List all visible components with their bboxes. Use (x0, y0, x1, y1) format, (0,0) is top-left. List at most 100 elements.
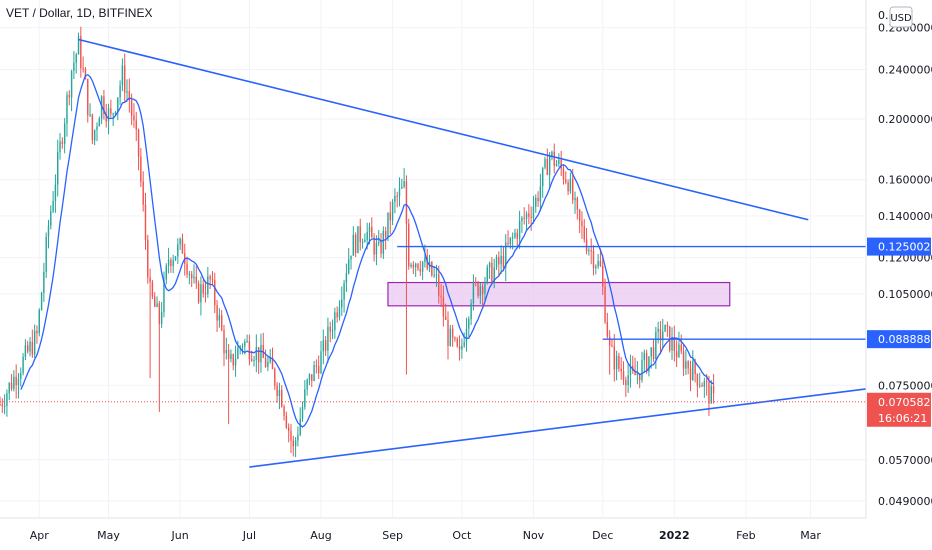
x-tick-label: Oct (452, 529, 472, 542)
candle-body (655, 331, 657, 359)
candle-body (641, 360, 643, 381)
candle-body (470, 303, 472, 320)
candle-body (156, 303, 158, 307)
price-axis[interactable] (866, 0, 932, 518)
candle-body (384, 231, 387, 237)
candle-body (444, 316, 447, 320)
trendline[interactable] (78, 38, 809, 221)
candle-body (465, 328, 468, 343)
candle-body (149, 277, 151, 283)
candle-body (477, 282, 479, 296)
y-tick-label: 0.04900000 (878, 495, 932, 508)
candle-body (225, 349, 228, 354)
level-label-lower-bg (867, 330, 931, 349)
candle-body (105, 113, 107, 122)
candle-body (394, 195, 396, 202)
candle-body (516, 232, 519, 239)
candle-body (391, 201, 394, 221)
candle-body (705, 381, 708, 383)
candle-body (678, 344, 680, 357)
candle-body (398, 188, 401, 197)
candle-body (40, 292, 43, 311)
candle-body (618, 355, 620, 369)
candle-body (33, 330, 36, 355)
candle-body (324, 340, 327, 351)
candle-body (347, 259, 350, 274)
currency-button[interactable]: USD (889, 6, 913, 28)
candle-body (701, 385, 703, 387)
candle-body (689, 368, 692, 380)
candle-body (135, 120, 137, 130)
candle-body (629, 365, 632, 376)
candle-body (98, 118, 101, 127)
candle-body (410, 264, 412, 267)
candle-body (96, 126, 98, 131)
candle-body (373, 237, 375, 255)
candle-body (565, 179, 567, 183)
candle-body (283, 406, 285, 417)
candle-body (710, 386, 712, 404)
x-tick-label: Nov (523, 529, 545, 542)
candle-body (248, 341, 251, 360)
y-tick-label: 0.14000000 (878, 210, 932, 223)
candle-body (378, 241, 380, 244)
candle-body (359, 226, 361, 243)
candle-body (558, 159, 560, 164)
candle-body (269, 357, 271, 362)
trendline[interactable] (249, 388, 867, 468)
candle-body (246, 341, 248, 343)
candle-body (463, 342, 465, 346)
y-tick-label: 0.07500000 (878, 379, 932, 392)
candle-body (389, 212, 391, 221)
x-tick-label: Apr (30, 529, 50, 542)
candle-body (126, 91, 128, 93)
candle-body (548, 155, 551, 175)
candle-body (675, 351, 678, 357)
candle-body (320, 351, 322, 374)
candle-body (687, 361, 689, 369)
candle-body (343, 283, 345, 300)
candle-body (634, 370, 636, 376)
candle-body (502, 255, 505, 268)
candle-body (237, 347, 239, 359)
candle-body (91, 114, 94, 141)
candle-body (336, 312, 338, 318)
candle-body (518, 221, 521, 239)
candle-body (334, 312, 336, 331)
candle-body (202, 284, 204, 294)
candle-body (680, 344, 682, 352)
candle-body (45, 236, 47, 272)
candle-body (54, 184, 57, 201)
candle-body (703, 381, 706, 387)
candle-body (47, 225, 50, 237)
x-tick-label: May (97, 529, 120, 542)
x-tick-label: Feb (736, 529, 755, 542)
candle-body (472, 281, 475, 304)
candle-body (338, 307, 341, 318)
level-label-upper-bg (867, 237, 931, 256)
y-tick-label: 0.16000000 (878, 174, 932, 187)
candle-body (163, 279, 165, 312)
candle-body (68, 94, 70, 98)
candle-body (438, 274, 440, 296)
y-tick-label: 0.20000000 (878, 113, 932, 126)
candle-body (371, 226, 373, 238)
time-axis[interactable]: Apr May Jun Jul Aug Sep Oct Nov Dec 2022 Feb Mar (30, 529, 822, 542)
candle-body (274, 369, 276, 386)
candle-body (209, 276, 211, 280)
candle-body (151, 282, 154, 297)
candle-body (137, 129, 140, 157)
candle-body (50, 211, 52, 226)
candle-body (671, 337, 673, 351)
candle-body (61, 141, 64, 144)
candle-body (70, 70, 73, 98)
candle-body (636, 373, 639, 376)
candle-body (214, 280, 216, 306)
candle-body (172, 260, 174, 267)
candle-body (419, 268, 422, 272)
candle-body (230, 354, 232, 360)
candle-body (440, 295, 442, 298)
candle-body (188, 274, 191, 276)
candle-body (341, 299, 343, 308)
